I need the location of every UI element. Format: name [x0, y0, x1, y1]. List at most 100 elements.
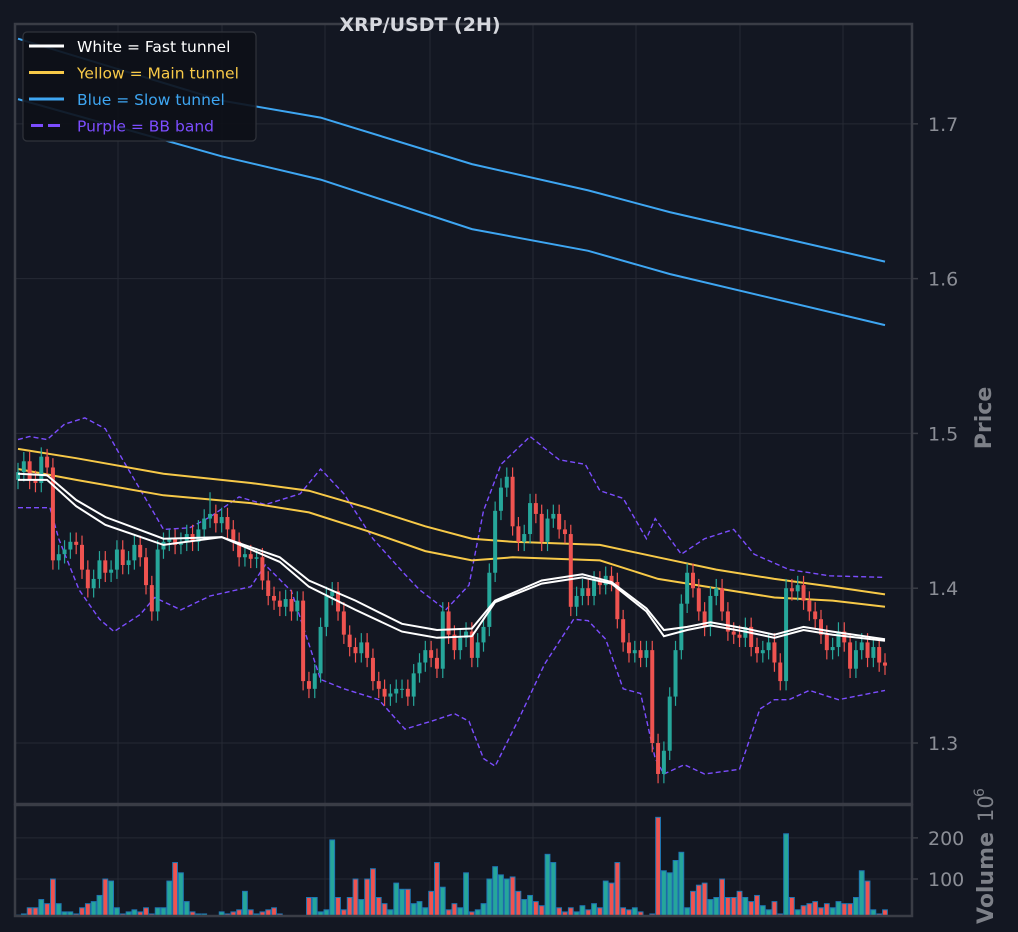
legend-label-2: Blue = Slow tunnel [77, 91, 225, 109]
candle-body [754, 647, 759, 654]
candle-body [883, 662, 887, 666]
volume-bar [451, 903, 458, 917]
candle-body [731, 631, 736, 635]
candle-body [120, 549, 125, 566]
volume-tick-label: 100 [928, 869, 964, 891]
volume-bar [608, 882, 615, 917]
candle-body [807, 600, 812, 612]
volume-exponent-base: 10 [974, 795, 998, 822]
candle-body [306, 681, 311, 689]
main-tunnel-upper [17, 447, 886, 596]
candle-body [766, 642, 771, 651]
candle-body [725, 611, 730, 632]
candle-body [592, 580, 597, 596]
volume-exponent-power: 6 [972, 788, 988, 797]
candle-body [469, 631, 474, 658]
candle-body [353, 647, 358, 654]
legend-label-0: White = Fast tunnel [77, 38, 230, 56]
candle-body [260, 557, 265, 581]
candle-body [522, 534, 527, 542]
candle-body [272, 595, 277, 601]
candle-body [388, 693, 393, 697]
candle-body [853, 650, 858, 669]
volume-bar [434, 862, 440, 917]
candle-body [440, 611, 445, 669]
candle-body [528, 503, 533, 535]
candle-body [609, 575, 614, 583]
candle-body [429, 650, 434, 658]
candle-body [283, 599, 288, 607]
volume-bar [404, 888, 411, 917]
candle-body [167, 538, 172, 542]
candle-body [626, 642, 631, 654]
volume-bar [166, 880, 173, 917]
candle-body [661, 750, 666, 774]
volume-bar [858, 870, 865, 917]
candle-body [318, 626, 323, 674]
candle-body [574, 595, 579, 607]
fast-tunnel-lines [17, 472, 886, 642]
candle-body [859, 642, 864, 651]
price-axis-label: Price [972, 387, 997, 449]
candle-body [382, 688, 387, 697]
volume-bar [532, 901, 539, 917]
price-axis: 1.3 1.4 1.5 1.6 1.7 [912, 114, 958, 755]
candle-body [772, 642, 777, 663]
volume-bar [84, 903, 91, 917]
candle-body [155, 549, 160, 612]
candle-body [801, 585, 806, 601]
candle-body [103, 560, 108, 573]
volume-bar [783, 833, 789, 917]
bb-upper-band [17, 417, 886, 611]
candle-body [475, 642, 480, 658]
legend-label-3: Purple = BB band [77, 118, 214, 136]
volume-bar [602, 880, 609, 917]
candle-body [208, 513, 213, 519]
candle-body [545, 518, 550, 542]
volume-bar [812, 901, 819, 917]
candle-body [132, 544, 137, 561]
candle-body [225, 517, 230, 530]
candle-body [458, 637, 463, 651]
candle-body [452, 634, 457, 651]
candle-body [865, 642, 870, 658]
candle-body [510, 476, 515, 527]
fast-tunnel-lower [18, 478, 886, 642]
volume-bar [544, 853, 551, 917]
volume-bar [416, 901, 423, 917]
candle-body [27, 461, 32, 480]
candle-body [871, 647, 876, 658]
candle-body [644, 650, 649, 658]
volume-bar [439, 886, 446, 917]
candle-body [74, 541, 79, 545]
volume-bar [108, 880, 115, 917]
volume-bar [172, 862, 179, 917]
candle-body [266, 580, 271, 596]
candle-body [760, 650, 765, 654]
volume-bar [381, 903, 388, 917]
candle-body [289, 599, 294, 612]
volume-bar [719, 878, 725, 917]
volume-bar [788, 897, 795, 917]
volume-bar [579, 905, 586, 917]
price-tick-label: 1.4 [928, 578, 958, 600]
candle-body [405, 688, 410, 697]
candle-body [615, 582, 620, 620]
volume-bar [713, 897, 720, 917]
volume-bar [748, 901, 755, 917]
volume-bar [800, 905, 807, 917]
candle-body [516, 526, 521, 542]
candle-body [795, 585, 800, 592]
candle-body [21, 461, 26, 473]
volume-bar [754, 894, 760, 917]
candle-body [813, 611, 818, 620]
candle-body [685, 572, 690, 604]
volume-bar [823, 903, 830, 917]
fast-tunnel-upper [17, 472, 886, 641]
volume-bar [509, 876, 516, 917]
candle-body [667, 696, 672, 751]
legend-label-1: Yellow = Main tunnel [76, 65, 239, 83]
candle-body [400, 688, 405, 690]
volume-bar [410, 903, 417, 917]
candle-body [219, 517, 224, 524]
